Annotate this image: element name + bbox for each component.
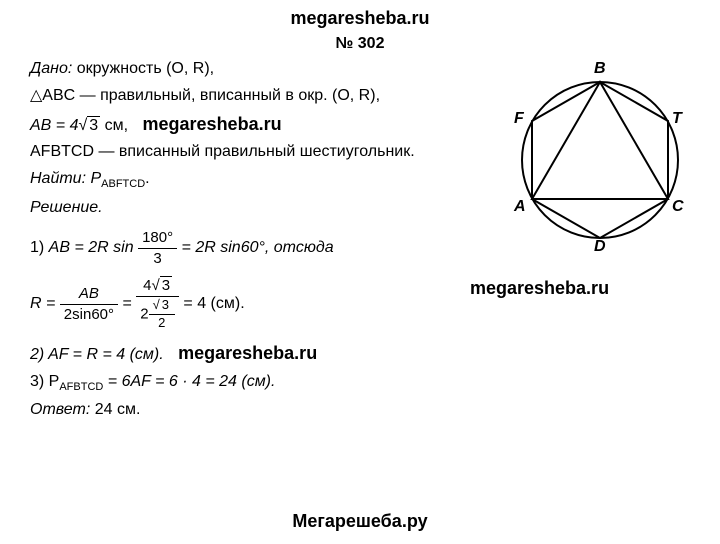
r-big-den-pre: 2	[140, 305, 148, 322]
answer-value: 24 см.	[95, 401, 141, 418]
problem-number: № 302	[30, 35, 690, 53]
step1-pre: AB = 2R sin	[49, 240, 134, 257]
given-text-1: окружность (O, R),	[72, 60, 214, 77]
ab-expr: AB = 4	[30, 117, 78, 134]
answer-label: Ответ:	[30, 401, 95, 418]
step3-pre: 3) P	[30, 373, 59, 390]
diagram-watermark: megaresheba.ru	[470, 278, 609, 299]
step1-num: 1)	[30, 240, 49, 257]
given-label: Дано:	[30, 60, 72, 77]
r-result: = 4 (см).	[183, 295, 244, 312]
ab-unit: см,	[100, 117, 128, 134]
given-text-2: △ABC — правильный, вписанный в окр. (O, …	[30, 86, 490, 107]
r-eq: R =	[30, 295, 60, 312]
step3-sub: AFBTCD	[59, 381, 103, 393]
label-b: B	[594, 60, 606, 78]
label-d: D	[594, 238, 606, 256]
find-target: P	[90, 170, 101, 187]
find-sub: ABFTCD	[101, 178, 145, 190]
geometry-diagram: B F T A C D	[500, 70, 700, 255]
label-c: C	[672, 198, 684, 216]
r-frac-num: AB	[60, 284, 118, 305]
ab-sqrt-in: 3	[87, 116, 100, 134]
label-t: T	[672, 110, 682, 128]
diagram-svg	[500, 70, 700, 250]
header-watermark: megaresheba.ru	[30, 8, 690, 29]
step1-frac-num: 180°	[138, 228, 177, 249]
step1-frac-den: 3	[138, 249, 177, 269]
find-dot: .	[145, 170, 149, 187]
find-label: Найти:	[30, 170, 90, 187]
footer-watermark: Мегарешеба.ру	[0, 511, 720, 532]
r-big-num-a: 4	[143, 277, 151, 294]
r-big-den-sqrt: 3	[160, 296, 171, 312]
label-a: A	[514, 198, 526, 216]
r-eq2: =	[122, 295, 136, 312]
label-f: F	[514, 110, 524, 128]
step1-mid: = 2R sin60°, отсюда	[182, 240, 334, 257]
r-frac-den: 2sin60°	[60, 305, 118, 325]
watermark-inline-2: megaresheba.ru	[178, 343, 317, 363]
watermark-inline-1: megaresheba.ru	[143, 114, 282, 134]
solution-label: Решение.	[30, 198, 490, 219]
step3-rest: = 6AF = 6 · 4 = 24 (см).	[103, 373, 275, 390]
hexagon-line: AFBTCD — вписанный правильный шестиуголь…	[30, 142, 490, 163]
step2: 2) AF = R = 4 (см).	[30, 346, 164, 363]
r-big-den-under: 2	[149, 315, 175, 332]
r-big-num-sqrt: 3	[160, 276, 172, 294]
